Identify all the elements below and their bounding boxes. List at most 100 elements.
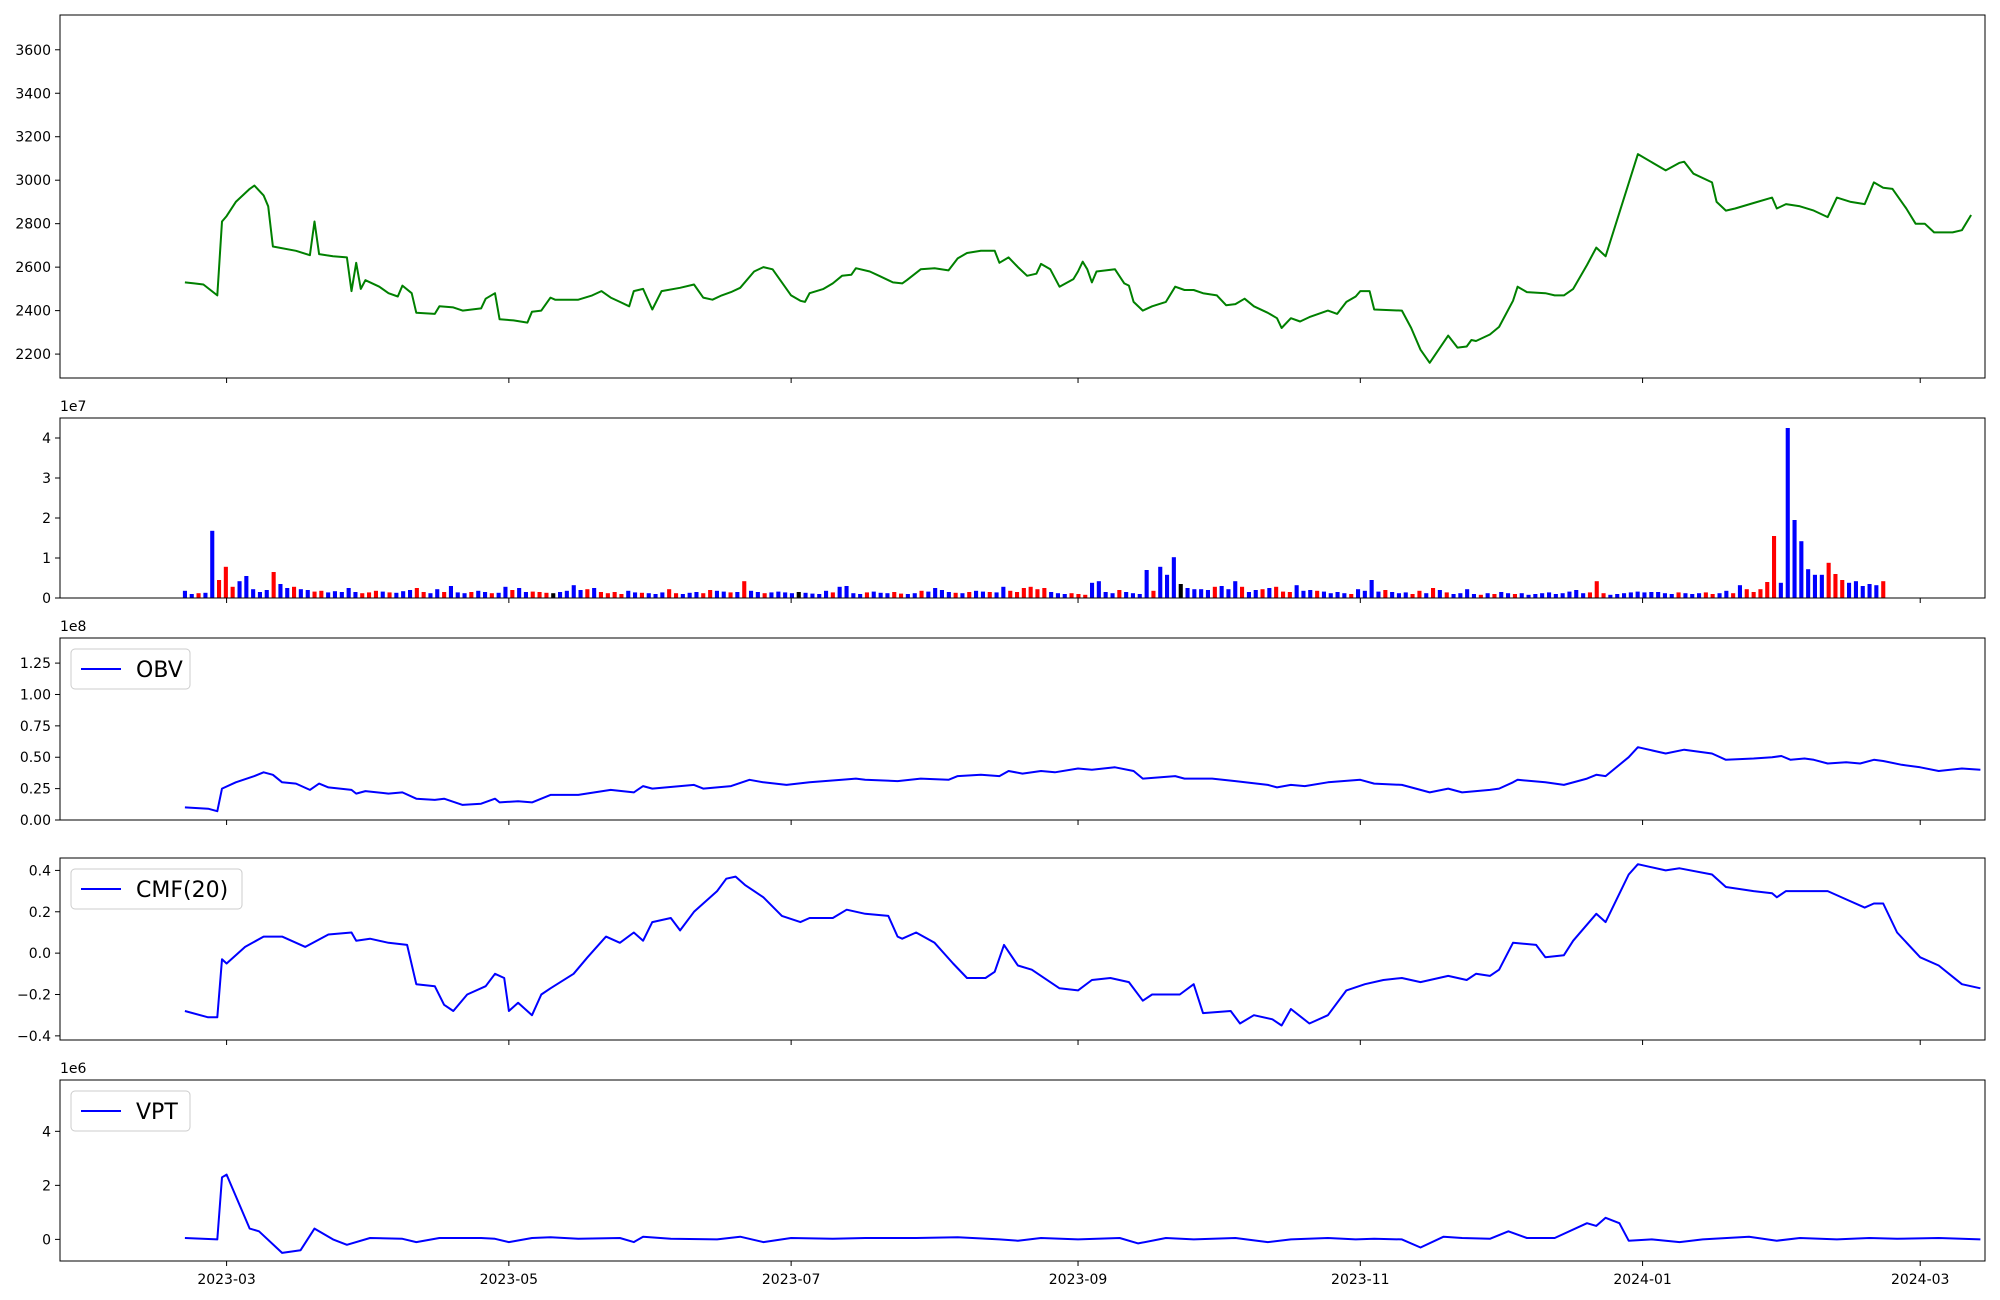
volume-bar xyxy=(721,591,726,598)
volume-bar xyxy=(1042,588,1047,598)
volume-bar xyxy=(1656,592,1661,598)
volume-bar xyxy=(394,592,399,598)
volume-bar xyxy=(237,581,242,598)
volume-bar xyxy=(1751,592,1756,598)
volume-bar xyxy=(960,593,965,598)
volume-bar xyxy=(1342,593,1347,598)
volume-bar xyxy=(1567,591,1572,598)
volume-bar xyxy=(1158,566,1163,598)
volume-bar xyxy=(1369,580,1374,598)
volume-bar xyxy=(1772,536,1777,598)
volume-bar xyxy=(1417,590,1422,598)
volume-bar xyxy=(1451,594,1456,598)
volume-bar xyxy=(1594,581,1599,598)
volume-bar xyxy=(1062,594,1067,598)
volume-bar xyxy=(735,592,740,598)
volume-bar xyxy=(196,593,201,598)
volume-bar xyxy=(1703,592,1708,598)
volume-bar xyxy=(626,590,631,598)
volume-bar xyxy=(414,588,419,598)
y-tick-label: 0.50 xyxy=(20,750,51,766)
axes-frame xyxy=(59,637,1986,821)
volume-bar xyxy=(571,585,576,598)
y-tick-label: −0.2 xyxy=(17,988,51,1004)
axes-frame xyxy=(59,417,1986,599)
volume-bar xyxy=(967,592,972,598)
volume-bar xyxy=(319,590,324,598)
volume-bar xyxy=(864,592,869,598)
plot-area xyxy=(184,153,1972,364)
volume-bar xyxy=(1492,594,1497,598)
volume-bar xyxy=(1199,589,1204,598)
volume-bar xyxy=(1744,589,1749,598)
volume-bar xyxy=(367,592,372,598)
y-tick-label: −0.4 xyxy=(17,1029,51,1045)
volume-bar xyxy=(332,591,337,598)
volume-bar xyxy=(1015,592,1020,598)
volume-bar xyxy=(1294,585,1299,598)
y-tick-label: 2800 xyxy=(15,217,51,233)
volume-bar xyxy=(653,594,658,598)
y-tick-label: 0.00 xyxy=(20,813,51,829)
volume-bar xyxy=(755,592,760,598)
volume-bar xyxy=(1274,586,1279,598)
volume-bar xyxy=(1233,581,1238,598)
volume-bar xyxy=(428,593,433,598)
volume-bar xyxy=(1137,594,1142,598)
volume-bar xyxy=(701,593,706,598)
panel-vpt: 0 2 4 1e6 VPT 2023-03 2023-05 2023-07 2023-09 202… xyxy=(42,1061,1986,1288)
volume-bar xyxy=(1826,562,1831,598)
volume-bar xyxy=(1608,594,1613,598)
volume-bar xyxy=(1171,557,1176,598)
volume-bar xyxy=(878,592,883,598)
volume-bar xyxy=(1240,586,1245,598)
series-line xyxy=(184,153,1972,364)
legend-label: VPT xyxy=(136,1100,178,1125)
volume-bar xyxy=(824,590,829,598)
axes-frame xyxy=(59,14,1986,379)
volume-bar xyxy=(1669,594,1674,598)
volume-bar xyxy=(285,588,290,598)
volume-bar xyxy=(1390,592,1395,598)
x-tick-label: 2023-03 xyxy=(197,1272,256,1288)
volume-bar xyxy=(1253,590,1258,598)
volume-bar xyxy=(1028,586,1033,598)
volume-bar xyxy=(244,576,249,598)
axis-offset-label: 1e8 xyxy=(60,619,86,635)
volume-bar xyxy=(1246,592,1251,598)
volume-bar xyxy=(1553,594,1558,598)
volume-bar xyxy=(203,592,208,598)
y-tick-label: 3600 xyxy=(15,43,51,59)
volume-bar xyxy=(421,592,426,598)
volume-bar xyxy=(578,590,583,598)
volume-bar xyxy=(503,586,508,598)
x-tick-label: 2023-07 xyxy=(762,1272,821,1288)
y-tick-label: 3400 xyxy=(15,86,51,102)
volume-bar xyxy=(401,591,406,598)
volume-bar xyxy=(230,586,235,598)
volume-bar xyxy=(1376,591,1381,598)
y-tick-label: 0.4 xyxy=(29,863,51,879)
volume-bar xyxy=(892,592,897,598)
volume-bar xyxy=(776,591,781,598)
volume-bar xyxy=(762,593,767,598)
volume-bar xyxy=(1533,594,1538,598)
volume-bar xyxy=(360,593,365,598)
legend-box xyxy=(70,1090,191,1132)
volume-bar xyxy=(1212,586,1217,598)
volume-bar xyxy=(312,591,317,598)
volume-bar xyxy=(517,588,522,598)
volume-bar xyxy=(612,592,617,598)
volume-bar xyxy=(1362,590,1367,598)
volume-bar xyxy=(783,592,788,598)
y-tick-label: 0.25 xyxy=(20,782,51,798)
volume-bar xyxy=(483,592,488,598)
axis-offset-label: 1e6 xyxy=(60,1061,87,1077)
volume-bar xyxy=(803,592,808,598)
volume-bar xyxy=(1628,592,1633,598)
volume-bar xyxy=(680,594,685,598)
volume-bar xyxy=(639,592,644,598)
volume-bar xyxy=(189,594,194,598)
volume-bar xyxy=(1731,593,1736,598)
